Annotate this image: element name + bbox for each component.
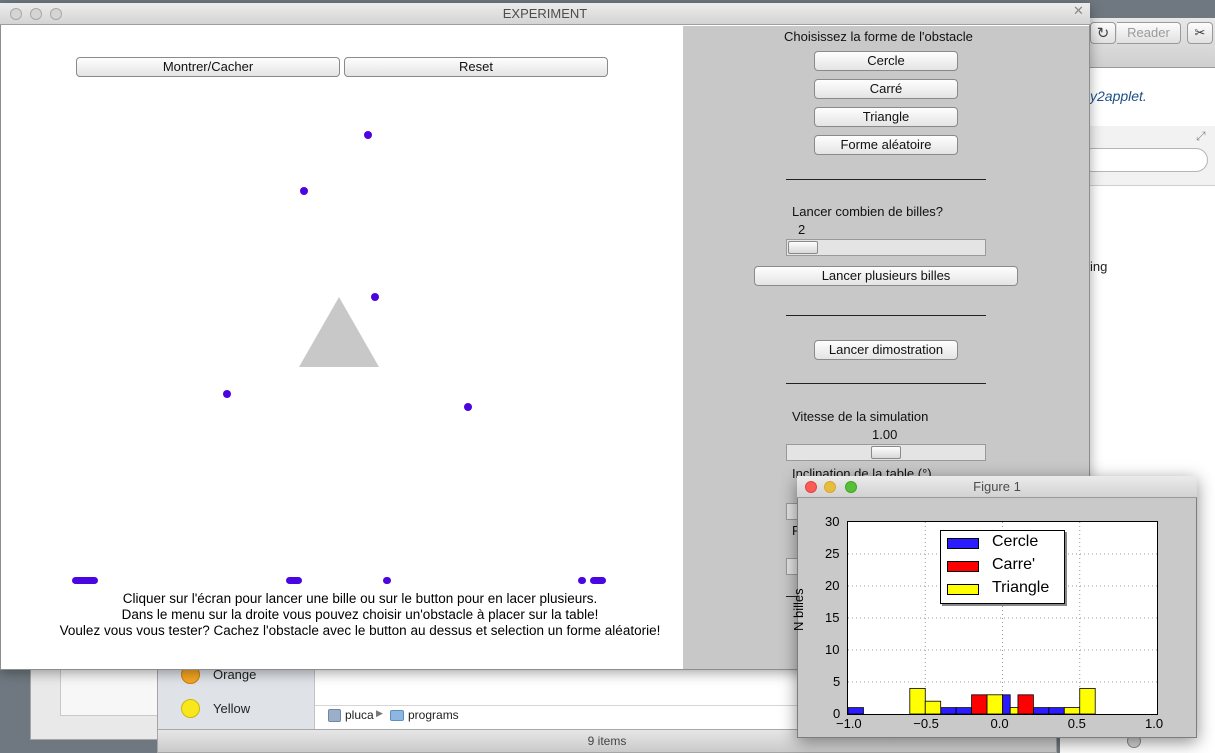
shape-triangle-button[interactable]: Triangle xyxy=(814,107,958,127)
speed-value: 1.00 xyxy=(872,427,898,442)
chart-legend: Cercle Carre' Triangle xyxy=(940,530,1065,604)
legend-label-carre: Carre' xyxy=(992,556,1036,573)
instruction-line-1: Cliquer sur l'écran pour lancer une bill… xyxy=(122,591,598,606)
legend-label-triangle: Triangle xyxy=(992,579,1050,596)
y-tick-label: 0 xyxy=(833,706,841,721)
fullscreen-icon[interactable]: ✕ xyxy=(1073,4,1084,19)
y-tick-label: 15 xyxy=(825,610,840,625)
bar-carre xyxy=(1017,694,1034,715)
speed-slider-thumb[interactable] xyxy=(871,446,901,459)
ball xyxy=(371,293,379,301)
sidebar-tag-yellow[interactable]: Yellow xyxy=(213,701,251,716)
legend-swatch-carre xyxy=(947,561,979,572)
figure-zoom-button[interactable] xyxy=(845,481,857,493)
collected-balls xyxy=(286,577,302,584)
legend-swatch-cercle xyxy=(947,538,979,549)
hidden-label-fragment: F xyxy=(792,523,798,538)
figure-minimize-button[interactable] xyxy=(824,481,836,493)
x-tick-label: −1.0 xyxy=(836,716,862,731)
ball-count-slider[interactable] xyxy=(786,239,986,256)
collected-balls xyxy=(72,577,98,584)
bar-triangle xyxy=(1063,707,1081,715)
search-field[interactable] xyxy=(1080,148,1208,172)
reset-button[interactable]: Reset xyxy=(344,57,608,77)
bar-carre xyxy=(971,694,988,715)
minimize-button[interactable] xyxy=(30,8,42,20)
show-hide-button[interactable]: Montrer/Cacher xyxy=(76,57,340,77)
collected-balls xyxy=(578,577,586,584)
path-item-user[interactable]: pluca xyxy=(345,708,374,722)
ball xyxy=(223,390,231,398)
tilt-label: Inclination de la table (°) xyxy=(792,466,932,478)
shape-square-button[interactable]: Carré xyxy=(814,79,958,99)
bar-cercle xyxy=(1002,694,1011,715)
y-tick-label: 20 xyxy=(825,578,840,593)
y-tick-label: 30 xyxy=(825,514,840,529)
expand-icon[interactable]: ⤢ xyxy=(1196,129,1206,143)
y-axis-label: N billes xyxy=(791,588,806,631)
y-tick-label: 5 xyxy=(833,674,841,689)
demo-button[interactable]: Lancer dimostration xyxy=(814,340,958,360)
figure-close-button[interactable] xyxy=(805,481,817,493)
bar-triangle xyxy=(1079,687,1096,715)
divider xyxy=(786,315,986,316)
reload-icon: ↻ xyxy=(1096,24,1110,42)
x-tick-label: −0.5 xyxy=(913,716,939,731)
close-button[interactable] xyxy=(10,8,22,20)
figure-title: Figure 1 xyxy=(797,476,1197,498)
legend-swatch-triangle xyxy=(947,584,979,595)
scissors-icon: ✂ xyxy=(1194,25,1206,40)
instruction-line-3: Voulez vous vous tester? Cachez l'obstac… xyxy=(59,623,661,638)
collected-balls xyxy=(383,577,391,584)
tools-button[interactable]: ✂ xyxy=(1187,22,1213,44)
collected-balls xyxy=(590,577,606,584)
bar-cercle xyxy=(955,707,973,715)
ball-count-label: Lancer combien de billes? xyxy=(792,204,944,219)
bar-triangle xyxy=(1009,707,1019,715)
shape-random-button[interactable]: Forme aléatoire xyxy=(814,135,958,155)
launch-many-button[interactable]: Lancer plusieurs billes xyxy=(754,266,1018,286)
reload-button[interactable]: ↻ xyxy=(1090,22,1116,44)
x-tick-label: 0.5 xyxy=(1067,716,1086,731)
ball-count-slider-thumb[interactable] xyxy=(788,241,818,254)
yellow-tag-icon xyxy=(181,699,200,718)
bar-triangle xyxy=(909,687,926,715)
speed-label: Vitesse de la simulation xyxy=(792,409,929,424)
x-tick-label: 1.0 xyxy=(1145,716,1164,731)
bar-cercle xyxy=(1032,707,1050,715)
bar-cercle xyxy=(1048,707,1065,715)
shape-heading: Choisissez la forme de l'obstacle xyxy=(784,29,973,44)
bar-triangle xyxy=(986,694,1003,715)
home-folder-icon xyxy=(328,709,341,722)
reader-button[interactable]: Reader xyxy=(1117,22,1181,44)
legend-label-cercle: Cercle xyxy=(992,533,1039,550)
y-tick-label: 10 xyxy=(825,642,840,657)
window-title: EXPERIMENT xyxy=(0,3,1090,25)
ball-count-value: 2 xyxy=(798,222,806,237)
bar-cercle xyxy=(940,707,957,715)
histogram-chart xyxy=(847,522,1157,715)
bar-triangle xyxy=(924,700,942,715)
path-separator-icon: ▶ xyxy=(376,709,383,719)
folder-icon xyxy=(390,710,404,721)
zoom-button[interactable] xyxy=(50,8,62,20)
shape-circle-button[interactable]: Cercle xyxy=(814,51,958,71)
divider xyxy=(786,596,800,597)
page-text-fragment: ing xyxy=(1090,259,1108,274)
divider xyxy=(786,179,986,180)
ball xyxy=(364,131,372,139)
y-tick-label: 25 xyxy=(825,546,840,561)
applet-link[interactable]: y2applet. xyxy=(1090,88,1147,104)
bar-cercle xyxy=(847,707,864,715)
x-tick-label: 0.0 xyxy=(990,716,1009,731)
path-item-folder[interactable]: programs xyxy=(408,708,459,722)
instruction-line-2: Dans le menu sur la droite vous pouvez c… xyxy=(121,607,599,622)
triangle-obstacle xyxy=(299,297,379,367)
sidebar-tag-orange[interactable]: Orange xyxy=(213,667,257,682)
ball xyxy=(300,187,308,195)
ball xyxy=(464,403,472,411)
divider xyxy=(786,383,986,384)
